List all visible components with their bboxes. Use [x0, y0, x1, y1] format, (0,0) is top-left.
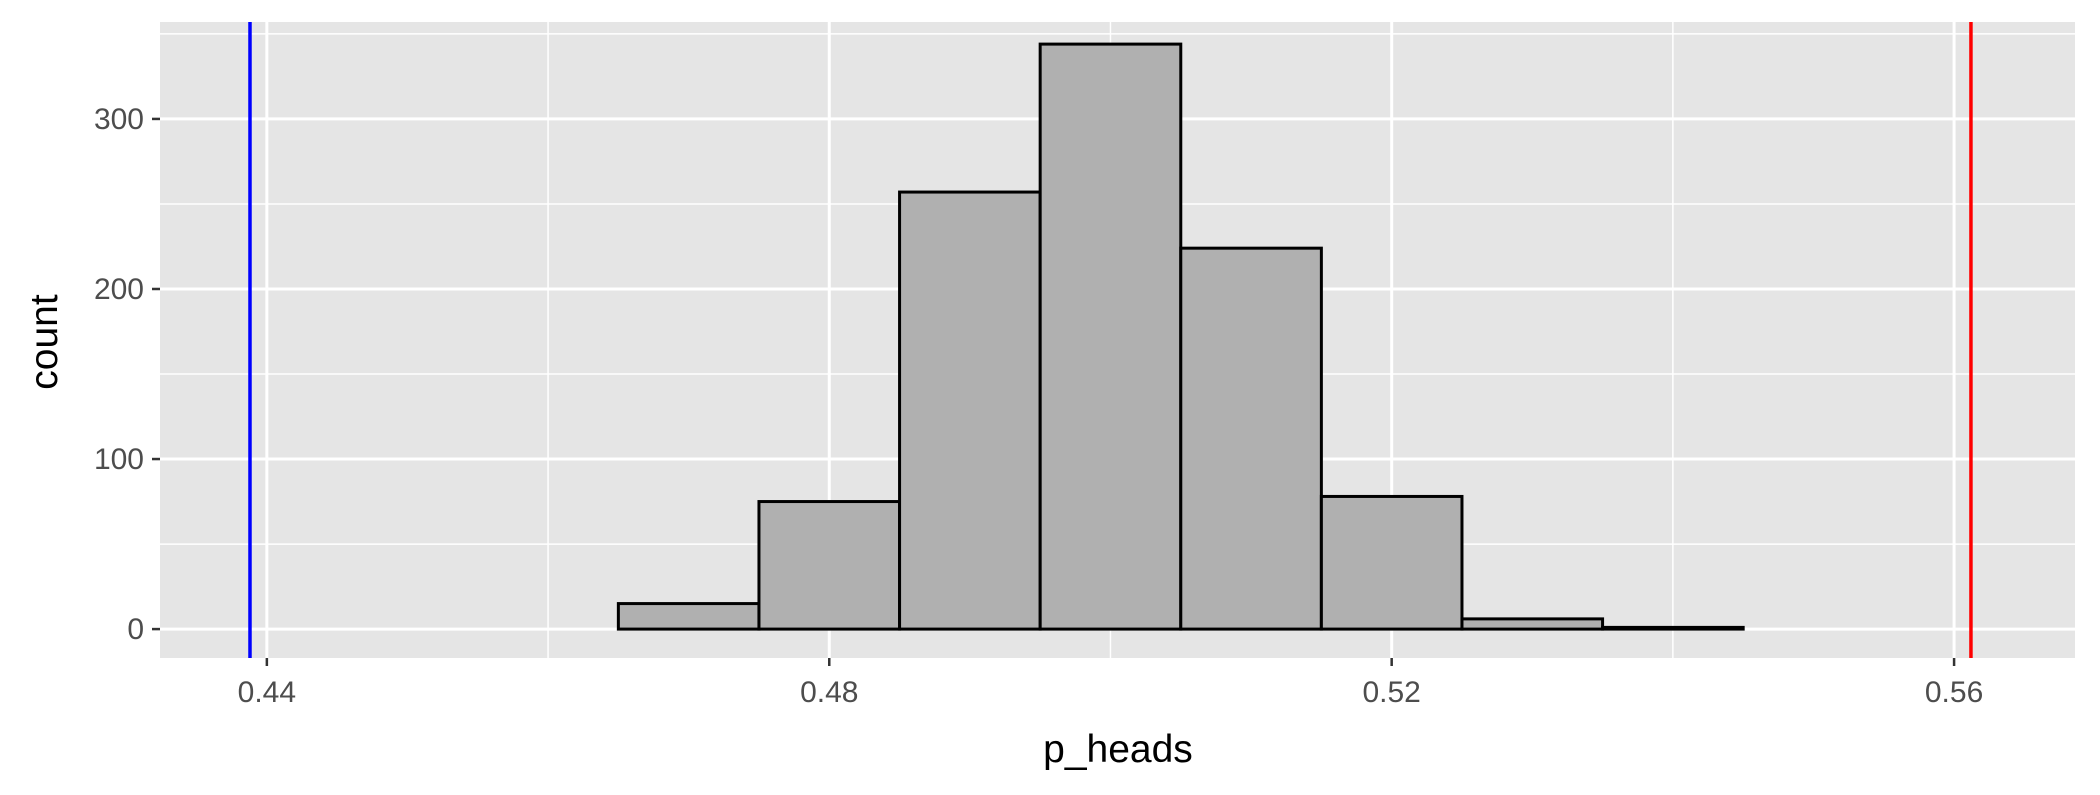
y-tick-label: 100	[94, 443, 144, 476]
histogram-bar	[898, 190, 1042, 631]
y-tick-label: 0	[127, 613, 144, 646]
x-tick-label: 0.52	[1362, 676, 1420, 709]
histogram-bar	[1601, 625, 1745, 631]
histogram-bar	[757, 500, 902, 631]
histogram-bar	[1319, 494, 1464, 631]
histogram-bar	[1460, 617, 1605, 631]
y-tick-label: 300	[94, 103, 144, 136]
histogram-bar	[1179, 246, 1323, 631]
x-tick-label: 0.48	[800, 676, 858, 709]
histogram-bar	[616, 602, 761, 631]
x-axis-title: p_heads	[1043, 728, 1193, 771]
x-tick-label: 0.56	[1925, 676, 1983, 709]
x-tick-label: 0.44	[238, 676, 296, 709]
y-axis-title: count	[23, 294, 66, 390]
histogram-bar	[1038, 42, 1183, 631]
y-tick-label: 200	[94, 273, 144, 306]
